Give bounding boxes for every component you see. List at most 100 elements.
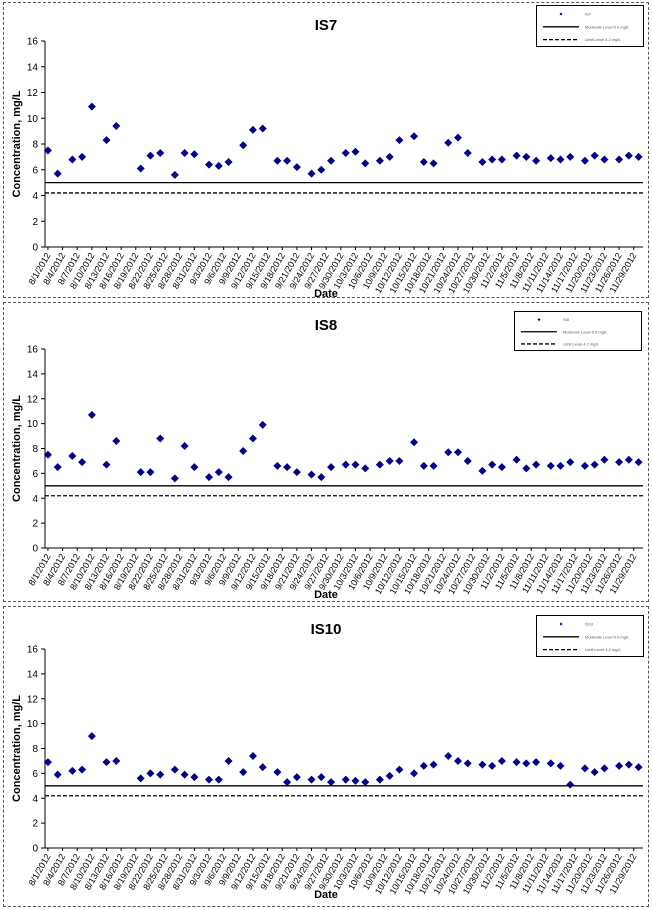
data-point <box>136 468 145 477</box>
data-point <box>136 774 145 783</box>
y-tick-label: 4 <box>32 191 38 202</box>
data-point <box>248 751 257 760</box>
data-point <box>156 149 165 158</box>
data-point <box>205 775 214 784</box>
data-point <box>68 451 77 460</box>
data-point <box>43 146 52 155</box>
data-point <box>190 773 199 782</box>
data-point <box>180 770 189 779</box>
data-point <box>307 169 316 178</box>
data-point <box>624 151 633 160</box>
data-point <box>156 434 165 443</box>
data-point <box>292 773 301 782</box>
data-point <box>410 438 419 447</box>
data-point <box>136 164 145 173</box>
data-point <box>361 464 370 473</box>
data-point <box>112 437 121 446</box>
data-point <box>488 460 497 469</box>
data-point <box>478 760 487 769</box>
data-point <box>53 463 62 472</box>
data-point <box>317 473 326 482</box>
data-point <box>600 764 609 773</box>
chart-title: IS10 <box>311 621 342 638</box>
data-point <box>580 764 589 773</box>
data-point <box>205 160 214 169</box>
x-axis-label: Date <box>314 288 338 297</box>
data-point <box>634 152 643 161</box>
data-point <box>53 169 62 178</box>
data-point <box>146 151 155 160</box>
data-point <box>190 150 199 159</box>
y-tick-label: 16 <box>27 645 39 656</box>
y-tick-label: 0 <box>32 844 38 855</box>
data-point <box>410 132 419 141</box>
data-point <box>205 473 214 482</box>
data-point <box>307 470 316 479</box>
data-point <box>273 461 282 470</box>
data-point <box>532 156 541 165</box>
data-point <box>87 410 96 419</box>
data-point <box>522 464 531 473</box>
legend-entry: Limit Level 4.2 mg/L <box>585 37 622 42</box>
data-point <box>512 151 521 160</box>
chart-panel-is8: IS8 0 2 4 6 8 10 12 14 16 Concentration, mg/L 8/1/2… <box>3 302 649 602</box>
data-point <box>444 138 453 147</box>
y-tick-label: 2 <box>32 519 38 530</box>
data-point <box>488 761 497 770</box>
data-point <box>375 460 384 469</box>
chart-title: IS8 <box>315 317 338 334</box>
data-point <box>429 461 438 470</box>
data-point <box>478 466 487 475</box>
data-point <box>341 149 350 158</box>
data-point <box>385 456 394 465</box>
data-point <box>102 758 111 767</box>
data-point <box>497 756 506 765</box>
data-point <box>478 158 487 167</box>
data-point <box>566 458 575 467</box>
legend-entry: Moderate Level 5.0 mg/L <box>585 24 630 29</box>
data-point <box>395 765 404 774</box>
data-point <box>497 463 506 472</box>
data-point <box>146 769 155 778</box>
legend-entry: Moderate Level 5.0 mg/L <box>585 634 630 639</box>
y-tick-label: 4 <box>32 794 38 805</box>
data-point <box>341 460 350 469</box>
data-point <box>180 149 189 158</box>
data-point <box>258 420 267 429</box>
data-point <box>532 460 541 469</box>
legend-is8: IS8 Moderate Level 5.0 mg/L Limit Level 4.… <box>514 311 642 351</box>
data-point <box>273 156 282 165</box>
data-point <box>248 125 257 134</box>
legend-entry: IS7 <box>585 12 592 17</box>
data-point <box>512 455 521 464</box>
data-point <box>395 136 404 145</box>
data-point <box>395 456 404 465</box>
y-tick-label: 4 <box>32 494 38 505</box>
data-point <box>78 152 87 161</box>
data-point <box>170 474 179 483</box>
data-point <box>87 102 96 111</box>
data-point <box>180 442 189 451</box>
data-point <box>190 463 199 472</box>
data-point <box>341 775 350 784</box>
data-point <box>361 159 370 168</box>
data-point <box>78 765 87 774</box>
y-tick-label: 10 <box>27 114 39 125</box>
data-point <box>351 460 360 469</box>
data-point <box>463 456 472 465</box>
data-point <box>580 156 589 165</box>
data-point <box>102 136 111 145</box>
y-axis-label: Concentration, mg/L <box>11 90 23 197</box>
data-point <box>170 170 179 179</box>
legend-swatch-marker <box>559 622 563 626</box>
legend-is7: IS7 Moderate Level 5.0 mg/L Limit Level 4.… <box>536 5 644 47</box>
y-tick-label: 14 <box>27 369 39 380</box>
x-axis-label: Date <box>314 889 338 901</box>
y-tick-label: 14 <box>27 62 39 73</box>
data-point <box>615 761 624 770</box>
legend-entry: Limit Level 4.2 mg/L <box>585 647 622 652</box>
y-tick-label: 0 <box>32 544 38 555</box>
data-point <box>453 133 462 142</box>
data-point <box>102 460 111 469</box>
y-tick-label: 10 <box>27 419 39 430</box>
